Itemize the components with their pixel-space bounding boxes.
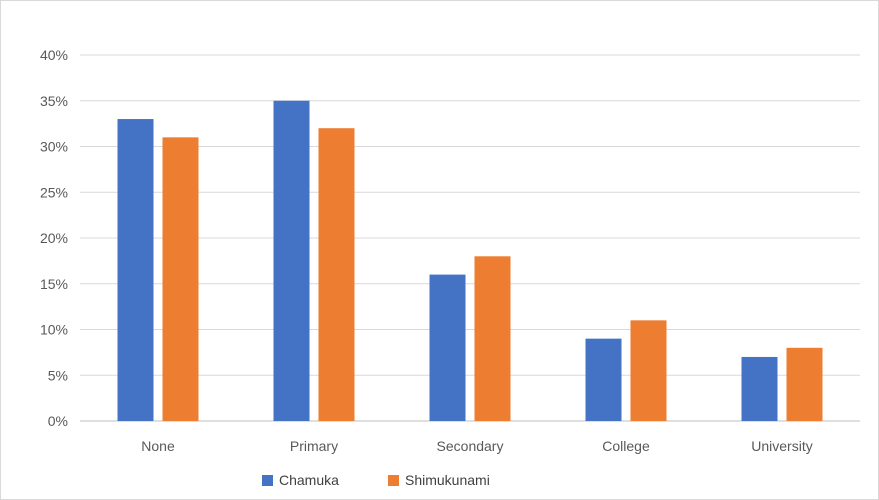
y-tick-label: 40% — [40, 47, 68, 63]
y-axis-ticks: 0% 5% 10% 15% 20% 25% 30% 35% 40% — [40, 47, 68, 429]
y-tick-label: 30% — [40, 139, 68, 155]
bar-shimukunami-none — [162, 137, 199, 421]
legend-swatch-chamuka — [262, 475, 273, 486]
legend-label-shimukunami: Shimukunami — [405, 472, 490, 488]
bar-chamuka-primary — [273, 100, 310, 421]
legend-swatch-shimukunami — [388, 475, 399, 486]
x-tick-label: University — [751, 438, 812, 454]
bar-chamuka-none — [117, 119, 154, 422]
x-tick-label: None — [141, 438, 175, 454]
y-tick-label: 0% — [48, 413, 68, 429]
bar-shimukunami-primary — [318, 128, 355, 421]
legend-label-chamuka: Chamuka — [279, 472, 339, 488]
x-tick-label: Primary — [290, 438, 338, 454]
bars — [117, 100, 823, 422]
y-tick-label: 15% — [40, 276, 68, 292]
y-tick-label: 20% — [40, 230, 68, 246]
gridlines — [80, 54, 860, 422]
y-tick-label: 5% — [48, 367, 68, 383]
bar-shimukunami-college — [630, 320, 667, 421]
bar-chamuka-secondary — [429, 274, 466, 421]
x-tick-label: College — [602, 438, 650, 454]
y-tick-label: 35% — [40, 93, 68, 109]
y-tick-label: 10% — [40, 322, 68, 338]
bar-chamuka-university — [741, 356, 778, 421]
legend: Chamuka Shimukunami — [262, 472, 490, 488]
bar-chamuka-college — [585, 338, 622, 421]
y-tick-label: 25% — [40, 184, 68, 200]
bar-shimukunami-university — [786, 347, 823, 421]
x-tick-label: Secondary — [437, 438, 504, 454]
bar-shimukunami-secondary — [474, 256, 511, 421]
x-axis-ticks: None Primary Secondary College University — [141, 438, 812, 454]
